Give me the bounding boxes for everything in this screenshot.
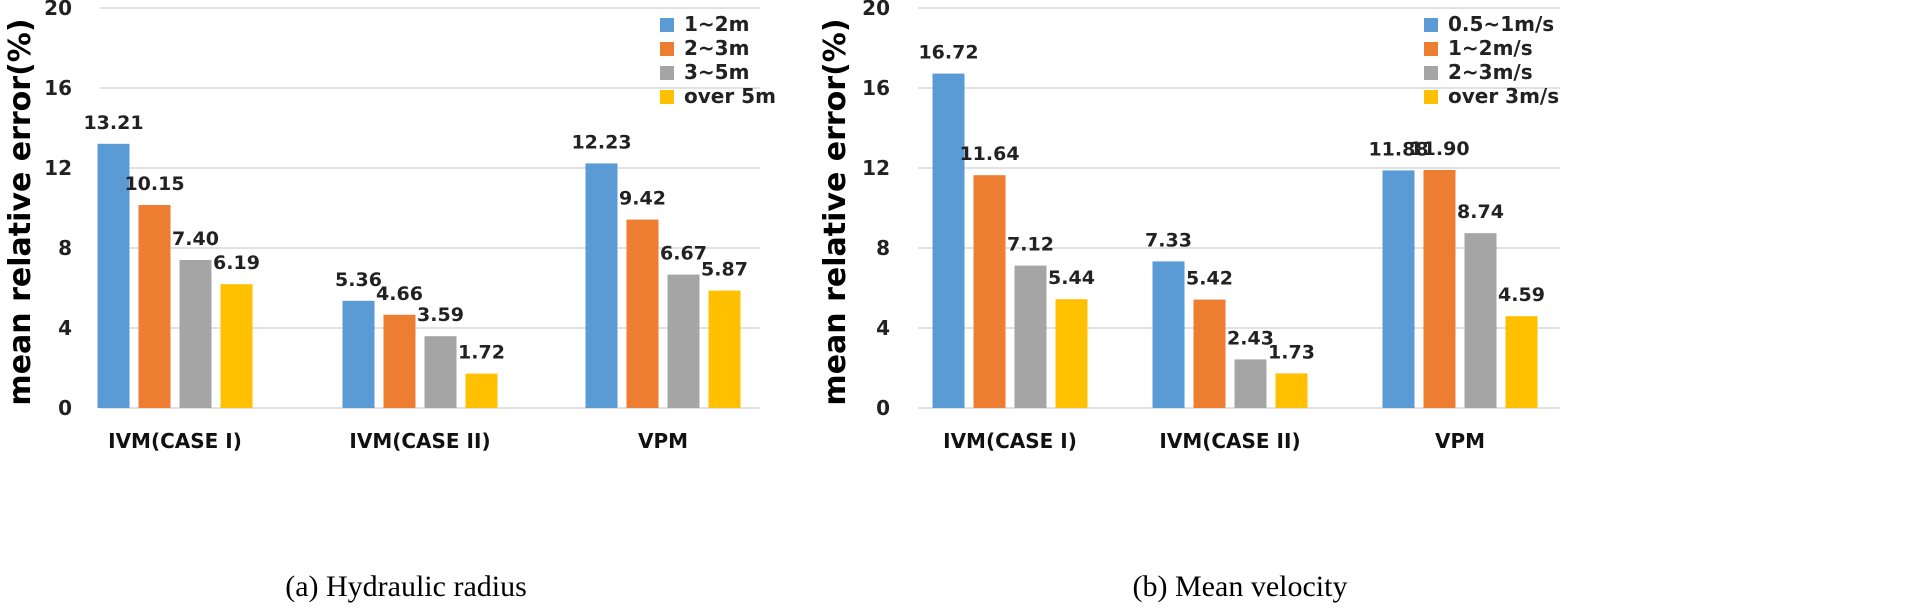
bar-0-5-1m-s-ivm-case-ii <box>1152 261 1185 408</box>
data-label: 7.12 <box>1007 234 1054 256</box>
chart-panel-hydraulic-radius: 0 4 8 12 16 20 mean relative error(%) 13.21 10.1… <box>3 0 776 603</box>
bar-2-3m-s-ivm-case-ii <box>1234 359 1267 408</box>
legend-label: 2~3m/s <box>1448 60 1533 84</box>
y-tick-label: 20 <box>862 0 890 20</box>
data-label: 16.72 <box>918 42 978 64</box>
legend-swatch <box>1424 42 1438 56</box>
legend-label: over 5m <box>684 84 776 108</box>
legend-label: 2~3m <box>684 36 749 60</box>
bar-2-3m-ivm-case-i <box>138 205 171 408</box>
data-label: 3.59 <box>417 304 464 326</box>
bar-1-2m-ivm-case-ii <box>342 300 375 408</box>
bar-3-5m-vpm <box>667 274 700 408</box>
y-axis-title: mean relative error(%) <box>818 18 853 405</box>
y-tick-label: 16 <box>862 76 890 100</box>
data-label: 9.42 <box>619 188 666 210</box>
bar-over-5m-ivm-case-i <box>220 284 253 408</box>
legend-swatch <box>1424 18 1438 32</box>
bar-3-5m-ivm-case-ii <box>424 336 457 408</box>
data-label: 10.15 <box>124 173 184 195</box>
x-category-label: IVM(CASE II) <box>1159 429 1300 453</box>
legend-label: 1~2m/s <box>1448 36 1533 60</box>
bar-0-5-1m-s-vpm <box>1382 170 1415 408</box>
bar-2-3m-s-vpm <box>1464 233 1497 408</box>
x-category-label: VPM <box>1435 429 1485 453</box>
x-category-label: VPM <box>638 429 688 453</box>
data-label: 7.33 <box>1145 229 1192 251</box>
legend-swatch <box>660 90 674 104</box>
data-label: 5.44 <box>1048 267 1095 289</box>
data-label: 5.42 <box>1186 268 1233 290</box>
data-label: 5.87 <box>701 259 748 281</box>
data-label: 12.23 <box>571 131 631 153</box>
bar-over-5m-vpm <box>708 290 741 408</box>
y-tick-label: 16 <box>44 76 72 100</box>
data-label: 11.90 <box>1409 138 1469 160</box>
legend-swatch <box>660 42 674 56</box>
figure-caption: (b) Mean velocity <box>1133 570 1348 603</box>
y-tick-label: 12 <box>44 156 72 180</box>
bar-0-5-1m-s-ivm-case-i <box>932 73 965 408</box>
y-tick-label: 20 <box>44 0 72 20</box>
data-label: 7.40 <box>172 228 219 250</box>
y-tick-label: 0 <box>58 396 72 420</box>
legend-swatch <box>660 18 674 32</box>
data-label: 11.64 <box>959 143 1019 165</box>
legend-label: 3~5m <box>684 60 749 84</box>
bar-1-2m-s-vpm <box>1423 170 1456 408</box>
y-tick-label: 8 <box>876 236 890 260</box>
bar-3-5m-ivm-case-i <box>179 260 212 408</box>
x-category-label: IVM(CASE I) <box>108 429 242 453</box>
data-label: 2.43 <box>1227 327 1274 349</box>
figure-caption: (a) Hydraulic radius <box>285 570 527 603</box>
bar-over-3m-s-ivm-case-ii <box>1275 373 1308 408</box>
bar-2-3m-s-ivm-case-i <box>1014 265 1047 408</box>
data-label: 11.88 <box>1368 138 1428 160</box>
data-label: 4.59 <box>1498 284 1545 306</box>
bar-1-2m-s-ivm-case-i <box>973 175 1006 408</box>
bar-1-2m-ivm-case-i <box>97 143 130 409</box>
data-label: 6.67 <box>660 243 707 265</box>
legend-swatch <box>1424 90 1438 104</box>
data-label: 6.19 <box>213 252 260 274</box>
bar-2-3m-ivm-case-ii <box>383 314 416 408</box>
y-tick-label: 4 <box>876 316 890 340</box>
data-label: 1.73 <box>1268 341 1315 363</box>
y-tick-label: 0 <box>876 396 890 420</box>
x-category-label: IVM(CASE I) <box>943 429 1077 453</box>
legend-swatch <box>1424 66 1438 80</box>
y-axis-title: mean relative error(%) <box>3 18 38 405</box>
data-label: 1.72 <box>458 342 505 364</box>
x-category-label: IVM(CASE II) <box>349 429 490 453</box>
bar-over-3m-s-ivm-case-i <box>1055 299 1088 408</box>
legend-label: 0.5~1m/s <box>1448 12 1554 36</box>
y-tick-label: 12 <box>862 156 890 180</box>
data-label: 8.74 <box>1457 201 1504 223</box>
bar-over-5m-ivm-case-ii <box>465 373 498 408</box>
bar-2-3m-vpm <box>626 219 659 408</box>
bar-1-2m-vpm <box>585 163 618 408</box>
y-tick-label: 4 <box>58 316 72 340</box>
bar-over-3m-s-vpm <box>1505 316 1538 408</box>
y-tick-label: 8 <box>58 236 72 260</box>
bar-1-2m-s-ivm-case-ii <box>1193 299 1226 408</box>
data-label: 13.21 <box>83 112 143 134</box>
legend-label: over 3m/s <box>1448 84 1559 108</box>
legend-label: 1~2m <box>684 12 749 36</box>
legend-swatch <box>660 66 674 80</box>
data-label: 4.66 <box>376 283 423 305</box>
data-label: 5.36 <box>335 269 382 291</box>
chart-panel-mean-velocity: 0 4 8 12 16 20 mean relative error(%) 16.72 11.6… <box>818 0 1560 603</box>
